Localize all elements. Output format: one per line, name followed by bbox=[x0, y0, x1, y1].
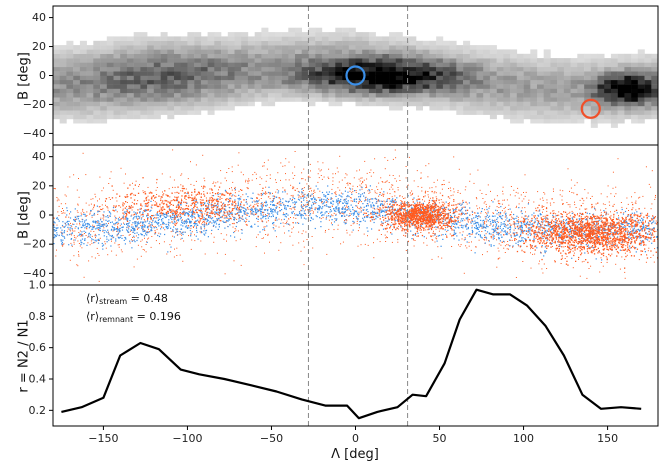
x-tick-label: −100 bbox=[172, 432, 202, 445]
x-tick-label: 100 bbox=[513, 432, 534, 445]
ratio-line bbox=[61, 288, 642, 420]
x-tick-label: 150 bbox=[597, 432, 618, 445]
marker-circle bbox=[580, 98, 601, 119]
y-tick-label: −40 bbox=[23, 127, 46, 140]
marker-circles bbox=[345, 65, 601, 119]
y-tick-label: 0 bbox=[39, 209, 46, 222]
x-axis-ticks: −150 −100 −50 0 50 100 150 bbox=[88, 426, 618, 445]
y-tick-label: −20 bbox=[23, 98, 46, 111]
x-tick-label: −50 bbox=[260, 432, 283, 445]
panel-frame bbox=[52, 284, 659, 427]
y-tick-label: 1.0 bbox=[29, 279, 47, 292]
panel-density: 40 20 0 −20 −40 B [deg] bbox=[17, 5, 659, 146]
y-tick-label: 0.8 bbox=[29, 310, 47, 323]
y-tick-label: −20 bbox=[23, 238, 46, 251]
x-tick-label: 0 bbox=[352, 432, 359, 445]
y-tick-label: 0.2 bbox=[29, 404, 47, 417]
y-tick-label: 20 bbox=[32, 40, 46, 53]
y-tick-label: 0.4 bbox=[29, 373, 47, 386]
x-tick-label: −150 bbox=[88, 432, 118, 445]
y-axis-ticks: 40 20 0 −20 −40 bbox=[23, 11, 53, 140]
y-tick-label: 0 bbox=[39, 69, 46, 82]
panel-ratio: 1.0 0.8 0.6 0.4 0.2 −150 −100 −50 0 50 100 150 ⟨r⟩… bbox=[17, 279, 659, 462]
y-tick-label: −40 bbox=[23, 267, 46, 280]
vertical-reference-lines bbox=[307, 6, 409, 145]
panel-scatter: 40 20 0 −20 −40 B [deg] bbox=[17, 144, 659, 286]
y-axis-label: r = N2 / N1 bbox=[17, 319, 32, 392]
y-axis-label: B [deg] bbox=[17, 191, 32, 239]
x-axis-label: Λ [deg] bbox=[331, 447, 379, 462]
y-tick-label: 0.6 bbox=[29, 341, 47, 354]
annotation-remnant: ⟨r⟩remnant = 0.196 bbox=[86, 310, 181, 324]
x-tick-label: 50 bbox=[433, 432, 447, 445]
vertical-reference-lines bbox=[307, 145, 409, 285]
y-axis-ticks: 1.0 0.8 0.6 0.4 0.2 bbox=[29, 279, 53, 417]
y-axis-ticks: 40 20 0 −20 −40 bbox=[23, 150, 53, 280]
y-tick-label: 40 bbox=[32, 11, 46, 24]
y-axis-label: B [deg] bbox=[17, 52, 32, 100]
density-cells bbox=[53, 27, 658, 128]
y-tick-label: 40 bbox=[32, 150, 46, 163]
annotation-stream: ⟨r⟩stream = 0.48 bbox=[86, 292, 168, 306]
scatter-points bbox=[53, 149, 658, 285]
panel-frame bbox=[52, 144, 659, 286]
y-tick-label: 20 bbox=[32, 179, 46, 192]
marker-circle bbox=[345, 65, 366, 86]
